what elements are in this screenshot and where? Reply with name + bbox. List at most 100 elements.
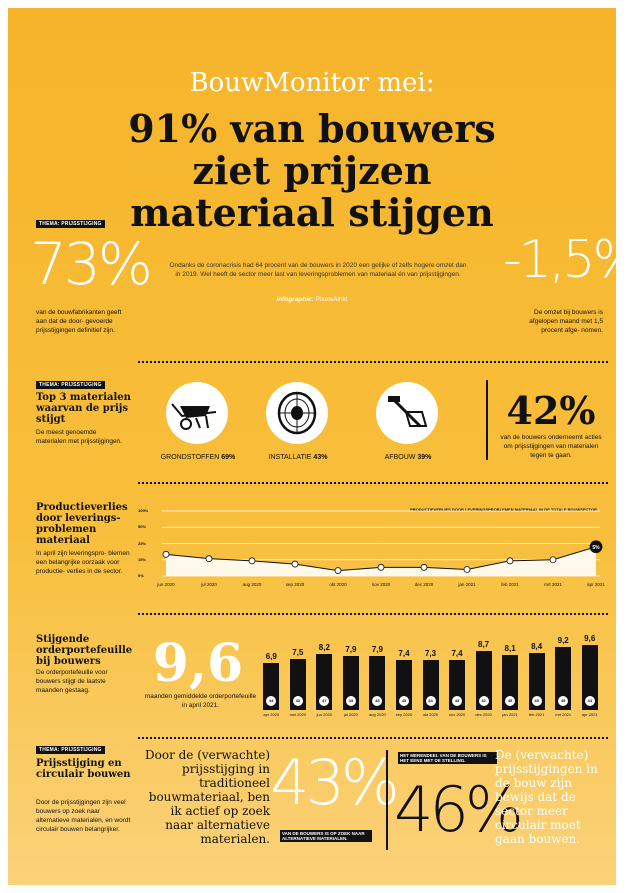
bar-dot-label: 45	[531, 696, 542, 706]
data-point	[463, 566, 471, 573]
circular-text: Door de prijsstijgingen zijn veel bouwer…	[36, 799, 131, 833]
material-label-3: AFBOUW 39%	[384, 454, 432, 461]
x-tick-label: okt 2020	[422, 712, 439, 717]
divider	[138, 613, 608, 615]
x-tick-label: okt 2020	[329, 582, 347, 587]
title-line-1: 91% van bouwers	[128, 106, 496, 151]
y-tick-label: 100%	[138, 508, 149, 513]
divider	[138, 737, 608, 739]
x-tick-label: feb 2021	[501, 582, 519, 587]
x-tick-label: dec 2020	[475, 712, 492, 717]
bar-dot-label: 42	[478, 696, 489, 706]
stat-right-text: De omzet bij bouwers is afgelopen maand …	[529, 309, 603, 334]
x-tick-label: aug 2020	[369, 712, 386, 717]
x-tick-label: jan 2021	[458, 582, 476, 587]
infographic-card: BouwMonitor mei: 91% van bouwers ziet pr…	[8, 8, 616, 885]
data-point	[334, 567, 342, 574]
bar-chart: 6,9 44 apr 2020 7,5 43 mei 2020 8,2 47 jun 2020 7…	[258, 623, 603, 718]
data-point	[291, 560, 299, 568]
circular-note-1: VAN DE BOUWERS IS OP ZOEK NAAR ALTERNATI…	[280, 830, 372, 842]
production-heading: Productieverlies door leverings- problem…	[36, 502, 128, 546]
bar-dot-label: 43	[345, 696, 356, 706]
stat-left-value: 73%	[30, 230, 153, 298]
y-tick-label: 0%	[138, 573, 144, 578]
divider-vertical	[386, 750, 388, 850]
y-tick-label: 15%	[138, 556, 147, 562]
bar-value-label: 8,1	[504, 643, 516, 653]
x-tick-label: jan 2021	[502, 712, 518, 717]
line-chart: 100% 50% 25% 15% 0% 5% jun 2020 jul 2020 aug 2…	[138, 496, 608, 591]
credit-name: PixelsAinkt	[315, 296, 348, 303]
x-tick-label: feb 2021	[528, 712, 545, 717]
bar-dot-label: 44	[425, 696, 436, 706]
x-tick-label: nov 2020	[448, 712, 466, 717]
bar-value-label: 6,9	[265, 652, 277, 662]
circular-value-1: 43%	[270, 746, 400, 819]
x-tick-label: sep 2020	[285, 582, 305, 587]
bar	[555, 647, 572, 710]
x-tick-label: jul 2020	[201, 582, 217, 587]
bar-value-label: 8,7	[478, 639, 490, 649]
bar-dot-label: 43	[452, 696, 463, 706]
credit: infographic: PixelsAinkt	[8, 296, 616, 303]
title-line-2: ziet prijzen	[192, 148, 432, 193]
bar-value-label: 7,3	[424, 649, 437, 659]
x-tick-label: jun 2020	[157, 582, 175, 587]
theme-tag: THEMA: PRIJSSTIJGING	[36, 381, 105, 389]
bar-dot-label: 45	[398, 696, 409, 706]
highlight-label: 5%	[592, 545, 600, 551]
bar	[475, 650, 492, 710]
top3-heading: Top 3 materialen waarvan de prijs stijgt	[36, 392, 131, 425]
intro-text: Ondanks de coronacrisis had 64 procent v…	[169, 262, 467, 278]
title-line-3: materiaal stijgen	[130, 190, 494, 235]
x-tick-label: mrt 2021	[555, 712, 572, 717]
credit-label: infographic:	[276, 296, 314, 303]
data-point	[549, 556, 557, 564]
x-tick-label: apr 2021	[587, 582, 605, 587]
bar-dot-label: 44	[266, 696, 277, 706]
bar-value-label: 9,2	[557, 636, 569, 646]
data-point	[377, 563, 385, 571]
bar-value-label: 7,9	[371, 645, 383, 655]
stat-left-text: van de bouwfabrikanten geeft aan dat de …	[36, 309, 122, 334]
trowel-hammer-icon	[376, 382, 438, 444]
x-tick-label: dec 2020	[414, 582, 434, 587]
bar-value-label: 7,4	[451, 648, 463, 658]
circular-quote-2: De (verwachte) prijsstijgingen in de bou…	[495, 748, 598, 846]
portfolio-heading: Stijgende orderportefeuille bij bouwers	[36, 634, 133, 667]
bar	[528, 652, 545, 710]
y-tick-label: 50%	[138, 524, 147, 530]
x-tick-label: apr 2020	[263, 712, 280, 717]
data-point	[589, 540, 603, 554]
line-area	[166, 546, 596, 576]
data-point	[506, 557, 514, 565]
data-point	[205, 555, 213, 563]
x-tick-label: mei 2020	[289, 712, 307, 717]
bar-value-label: 7,5	[292, 648, 304, 657]
bar-value-label: 9,6	[584, 633, 596, 643]
circular-value-2: 46%	[394, 773, 524, 846]
y-tick-label: 25%	[138, 540, 147, 546]
material-label-2: INSTALLATIE 43%	[268, 454, 328, 461]
bar-dot-label: 45	[505, 696, 516, 706]
x-tick-label: jun 2020	[316, 712, 333, 717]
divider-vertical	[486, 380, 488, 460]
x-tick-label: mrt 2021	[544, 582, 562, 587]
portfolio-big-value: 9,6	[152, 633, 244, 694]
portfolio-text: De orderportefeuille voor bouwers stijgt…	[36, 669, 108, 694]
subtitle: BouwMonitor mei:	[189, 68, 435, 98]
production-text: In april zijn leveringspro- blemen een b…	[36, 550, 130, 575]
theme-tag: THEMA: PRIJSSTIJGING	[36, 746, 105, 754]
top3-stat-value: 42%	[506, 388, 596, 433]
bar-value-label: 7,4	[398, 648, 410, 658]
bar-dot-label: 43	[292, 696, 303, 706]
bar-dot-label: 45	[558, 696, 569, 706]
top3-stat-text: van de bouwers onderneemt acties om prij…	[500, 434, 602, 459]
theme-tag: THEMA: PRIJSSTIJGING	[36, 220, 105, 228]
bar-value-label: 8,4	[531, 641, 543, 651]
stat-right-value: -1,5%	[503, 230, 616, 290]
data-point	[162, 550, 170, 558]
top3-text: De meest genoemde materialen met prijsst…	[36, 429, 122, 445]
x-tick-label: sep 2020	[395, 712, 413, 717]
